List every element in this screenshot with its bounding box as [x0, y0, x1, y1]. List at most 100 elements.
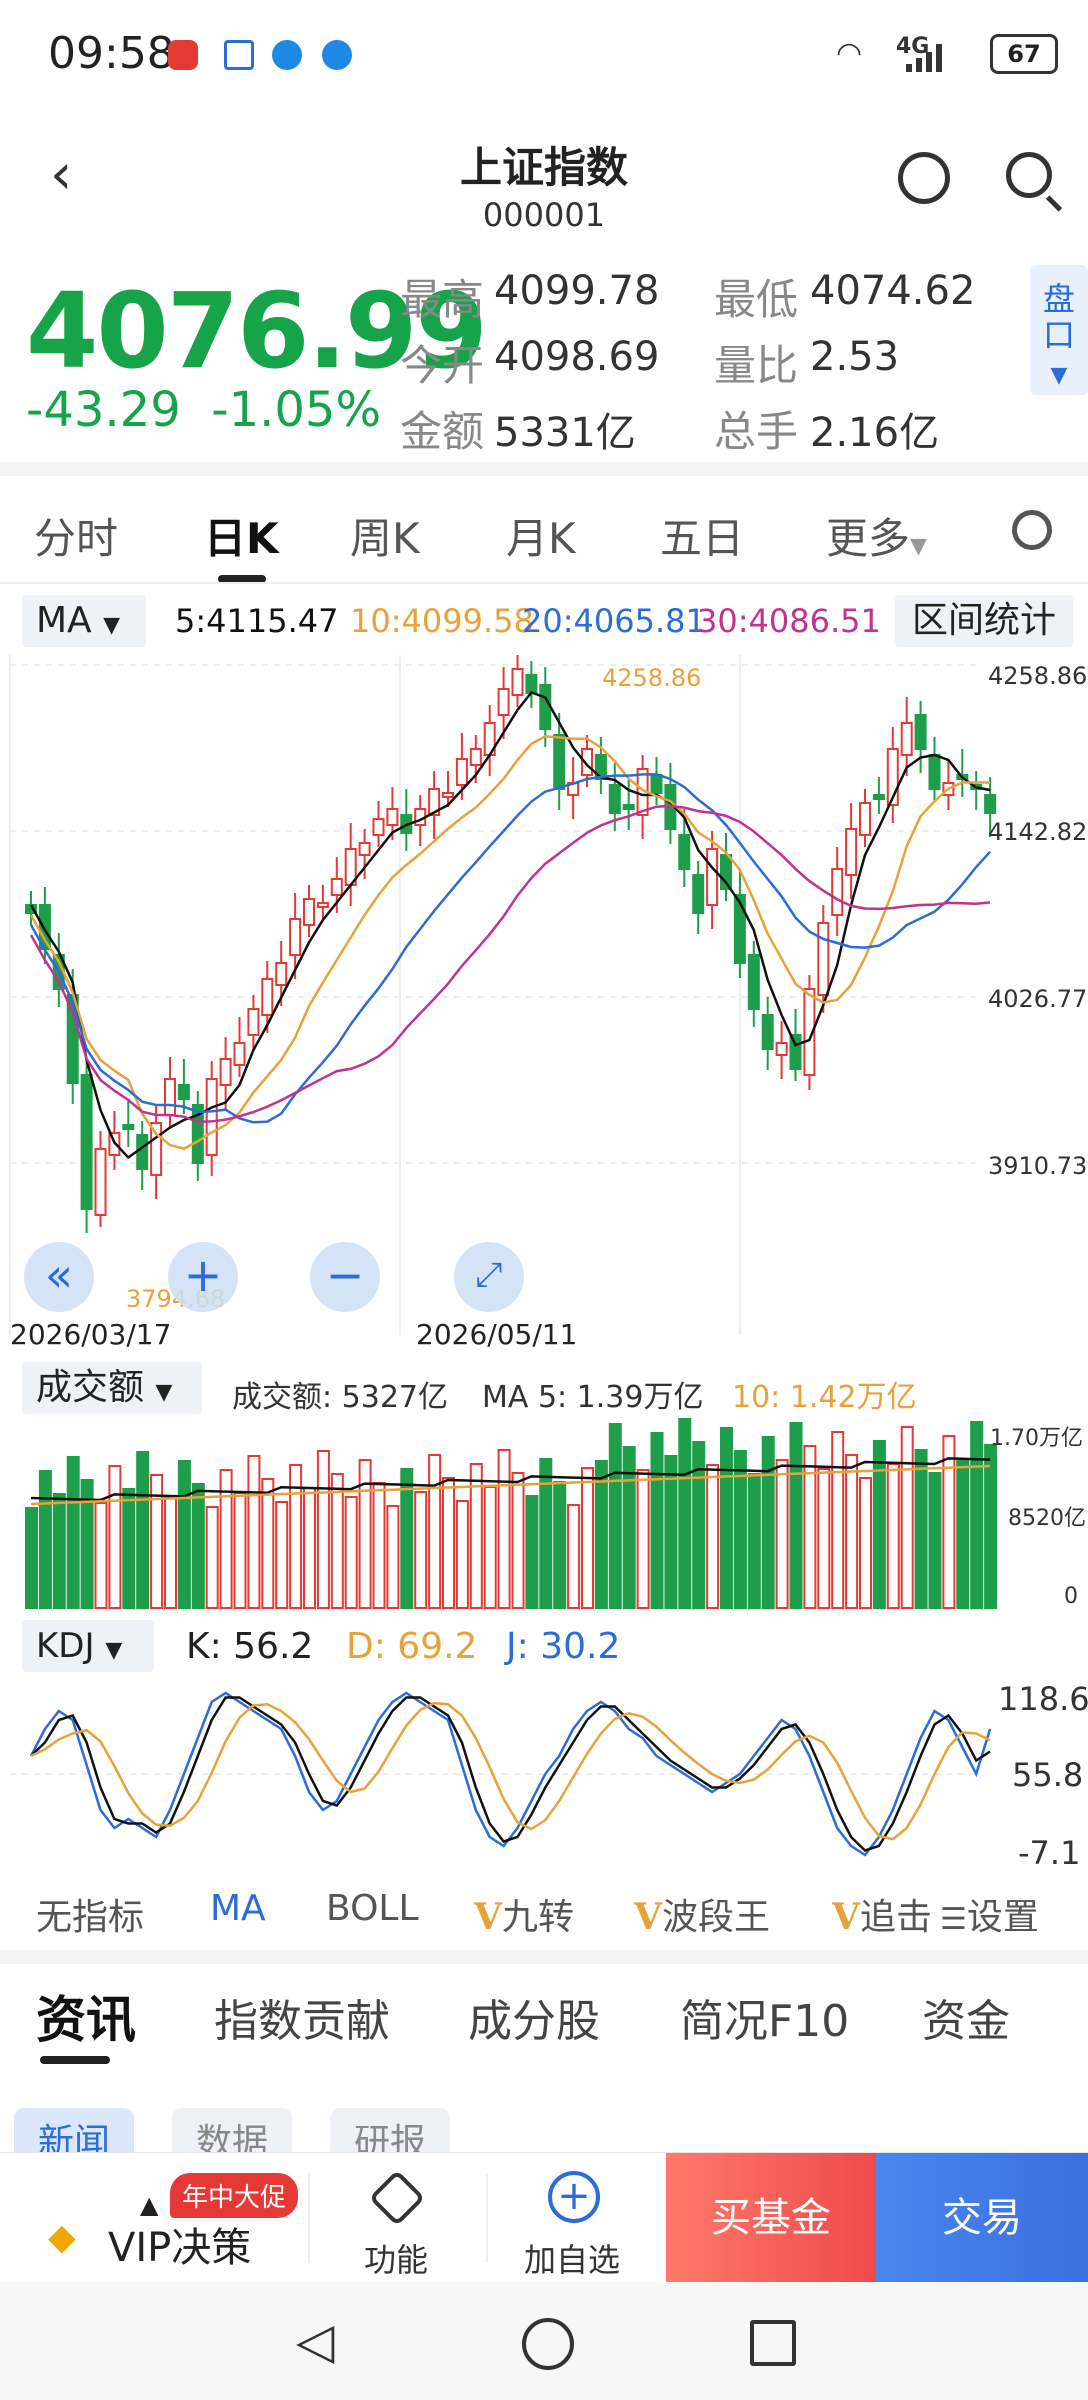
volume-bar — [900, 1426, 914, 1609]
nav-home-icon[interactable] — [522, 2318, 574, 2370]
tab-monthly-k[interactable]: 月K — [506, 514, 576, 563]
zoom-out-icon[interactable]: − — [310, 1242, 380, 1312]
nav-back-icon[interactable]: ◁ — [296, 2312, 335, 2370]
candle-body — [428, 788, 441, 816]
kdj-selector[interactable]: KDJ ▼ — [22, 1620, 154, 1672]
add-watchlist-button[interactable]: 加自选 — [524, 2241, 621, 2279]
back-button[interactable]: ‹ — [50, 142, 73, 207]
tab-more[interactable]: 更多▼ — [826, 505, 927, 566]
volume-bar — [108, 1465, 122, 1609]
volume-bar — [622, 1446, 636, 1609]
volume-bar — [247, 1455, 261, 1609]
volume-bar — [150, 1474, 164, 1609]
candle-body — [455, 758, 468, 786]
search-icon[interactable] — [1006, 152, 1052, 198]
tab-five-day[interactable]: 五日 — [660, 514, 745, 563]
candle-body — [372, 818, 385, 836]
vol-y-tick: 1.70万亿 — [990, 1426, 1083, 1451]
candle-body — [928, 754, 941, 790]
volume-bar — [205, 1506, 219, 1609]
fullscreen-icon[interactable]: ⤢ — [454, 1242, 524, 1312]
buy-fund-button[interactable]: 买基金 — [666, 2153, 876, 2283]
volume-bar — [789, 1422, 803, 1609]
gear-icon[interactable] — [1012, 510, 1052, 550]
network-type: 4G — [896, 34, 930, 59]
volume-bar — [636, 1469, 650, 1609]
indicator-ma[interactable]: MA — [210, 1888, 266, 1929]
candle-body — [233, 1042, 246, 1066]
volume-bar — [219, 1469, 233, 1609]
pankou-button[interactable]: 盘口 ▼ — [1030, 265, 1088, 395]
candle-body — [747, 954, 760, 1010]
tab-news[interactable]: 资讯 — [36, 1991, 136, 2049]
bottom-action-bar: ▲ 年中大促 ◆ VIP决策 功能 + 加自选 买基金 交易 — [0, 2152, 1088, 2283]
ma-selector[interactable]: MA ▼ — [22, 595, 146, 647]
volume-bar — [233, 1492, 247, 1609]
volume-bar — [553, 1481, 567, 1609]
ma20-line — [29, 773, 992, 1124]
tab-intraday[interactable]: 分时 — [34, 514, 119, 563]
volume-bar — [122, 1488, 136, 1609]
volume-bar — [567, 1504, 581, 1609]
kdj-y-tick: -7.1 — [1018, 1834, 1081, 1872]
indicator-boll[interactable]: BOLL — [326, 1888, 419, 1929]
tab-daily-k[interactable]: 日K — [204, 514, 279, 563]
divider — [0, 582, 1088, 584]
volume-bar — [733, 1450, 747, 1609]
refresh-icon[interactable] — [898, 152, 950, 204]
tab-weekly-k[interactable]: 周K — [350, 514, 420, 563]
trade-button[interactable]: 交易 — [876, 2153, 1088, 2283]
volume-bar — [469, 1463, 483, 1609]
vip-button[interactable]: VIP决策 — [108, 2225, 252, 2271]
nav-recents-icon[interactable] — [750, 2320, 796, 2366]
candle-body — [205, 1078, 218, 1156]
indicator-settings[interactable]: ☰设置 — [936, 1888, 1039, 1940]
indicator-jiuzhuan[interactable]: V九转 — [474, 1896, 574, 1938]
rewind-icon[interactable]: « — [24, 1242, 94, 1312]
volume-bar — [344, 1496, 358, 1609]
volume-bar — [275, 1501, 289, 1609]
kdj-k: K: 56.2 — [186, 1626, 314, 1667]
volume-selector[interactable]: 成交额 ▼ — [22, 1362, 202, 1414]
volume-selector-label: 成交额 — [36, 1367, 145, 1408]
volume-bar — [66, 1456, 80, 1609]
tab-constituents[interactable]: 成分股 — [468, 1996, 600, 2047]
kdj-y-tick: 55.8 — [1012, 1756, 1084, 1794]
candle-body — [303, 898, 315, 926]
volume-bar — [303, 1487, 316, 1609]
volume-ma10: 10: 1.42万亿 — [732, 1380, 917, 1415]
date-label: 2026/05/11 — [416, 1318, 578, 1351]
high-value: 4099.78 — [494, 268, 660, 314]
zoom-in-icon[interactable]: + — [168, 1242, 238, 1312]
tab-profile-f10[interactable]: 简况F10 — [680, 1996, 850, 2047]
volume-bar — [372, 1482, 386, 1609]
kdj-j: J: 30.2 — [506, 1626, 621, 1667]
candle-body — [706, 848, 719, 906]
volume-bar — [316, 1450, 330, 1609]
candle-body — [803, 988, 816, 1076]
volume-bar — [803, 1445, 817, 1609]
system-nav-bar: ◁ — [0, 2282, 1088, 2400]
ma-selector-label: MA — [36, 600, 92, 641]
candle-body — [692, 874, 705, 914]
indicator-zhuiji[interactable]: V追击 — [832, 1896, 932, 1938]
tab-index-contribution[interactable]: 指数贡献 — [214, 1996, 390, 2047]
promo-badge: 年中大促 — [170, 2173, 299, 2218]
volume-bar — [859, 1477, 872, 1609]
volume-ma10-line — [30, 1464, 991, 1506]
volume-bar — [442, 1477, 455, 1609]
indicator-boduanwang[interactable]: V波段王 — [634, 1896, 770, 1938]
battery-icon: 67 — [990, 34, 1058, 74]
current-price: 4076.99 — [26, 270, 488, 392]
range-stats-button[interactable]: 区间统计 — [895, 595, 1073, 647]
candle-body — [720, 854, 732, 890]
tab-funds[interactable]: 资金 — [922, 1996, 1010, 2047]
volume-bar — [511, 1472, 525, 1609]
indicator-none[interactable]: 无指标 — [36, 1897, 145, 1938]
candle-body — [775, 1042, 788, 1056]
function-button[interactable]: 功能 — [364, 2241, 429, 2279]
kline-chart[interactable] — [0, 655, 1088, 1355]
volume-chart — [25, 1418, 998, 1609]
volume-bar — [400, 1468, 414, 1609]
volume-bar — [289, 1464, 303, 1609]
